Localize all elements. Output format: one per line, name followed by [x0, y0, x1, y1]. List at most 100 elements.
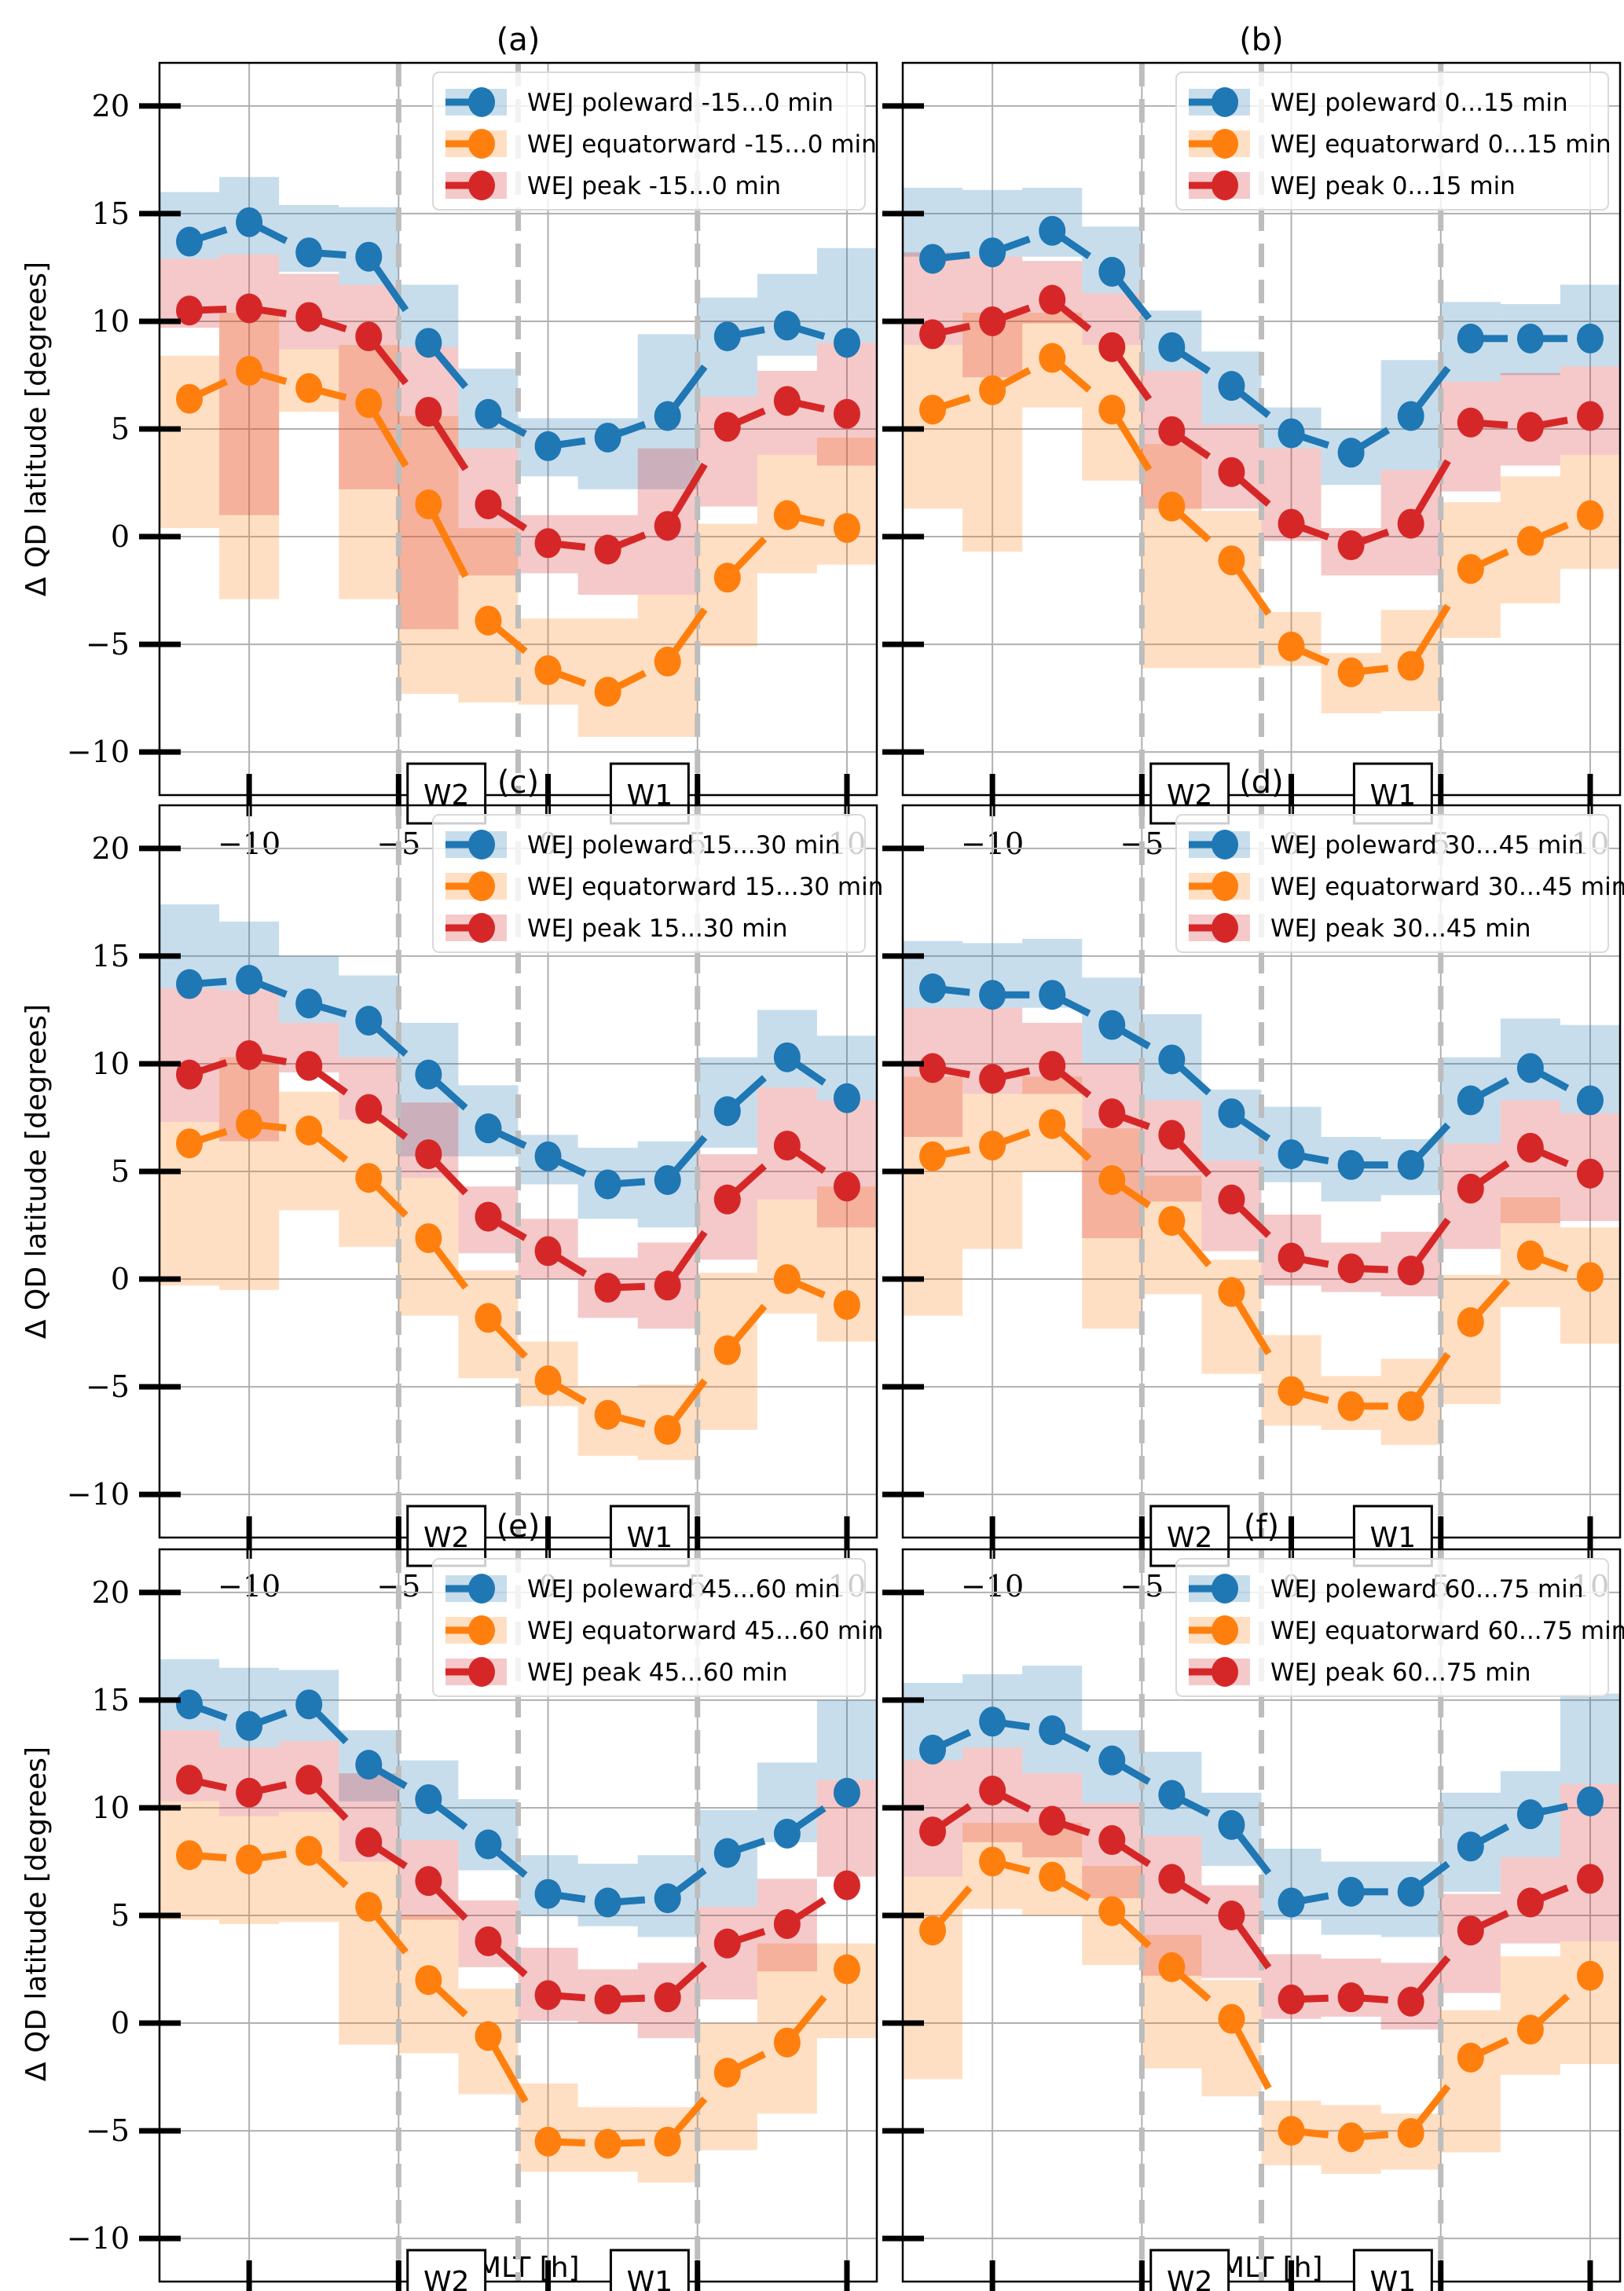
data-point	[654, 511, 681, 541]
data-point	[355, 1163, 383, 1193]
data-point	[833, 1870, 860, 1901]
data-point	[1576, 500, 1604, 530]
data-point	[1397, 508, 1424, 539]
legend-entry: WEJ peak 60...75 min	[1270, 1659, 1531, 1687]
region-box-w1	[1352, 1505, 1433, 1567]
data-point	[415, 489, 442, 519]
data-point	[1516, 1240, 1544, 1270]
data-point	[534, 528, 562, 559]
band-rect	[1142, 1100, 1202, 1202]
y-tick-label: 10	[92, 304, 130, 339]
data-point	[1098, 1098, 1126, 1128]
band-rect	[962, 1094, 1023, 1249]
data-point	[1516, 1799, 1544, 1830]
data-point	[654, 647, 681, 677]
data-point	[1218, 1901, 1245, 1930]
data-point	[979, 1776, 1006, 1806]
panel-title: (c)	[497, 764, 539, 801]
data-point	[534, 1879, 562, 1909]
band-rect	[1440, 2010, 1501, 2153]
data-point	[713, 1096, 741, 1127]
legend: WEJ poleward 15...30 min WEJ equatorward …	[432, 814, 883, 953]
data-point	[919, 1816, 947, 1847]
data-point	[594, 1399, 621, 1430]
data-point	[1457, 323, 1484, 354]
data-point	[1576, 1864, 1604, 1894]
band-rect	[1201, 1259, 1262, 1374]
data-point	[654, 1270, 681, 1301]
data-point	[594, 676, 621, 707]
data-point	[1098, 332, 1126, 362]
series-peak	[919, 1776, 1604, 2017]
legend-frame	[432, 814, 866, 953]
legend-entry: WEJ peak 0...15 min	[1270, 172, 1516, 200]
legend-entry: WEJ poleward 45...60 min	[527, 1575, 840, 1604]
legend-marker	[1212, 1574, 1238, 1604]
data-point	[1576, 1786, 1604, 1816]
band-rect	[1142, 444, 1202, 669]
data-point	[1278, 418, 1305, 449]
data-point	[355, 1892, 383, 1923]
data-point	[236, 965, 263, 995]
y-tick-label: 5	[111, 412, 130, 446]
data-point	[415, 397, 442, 427]
data-point	[236, 293, 263, 324]
legend-marker	[468, 871, 495, 901]
band-rect	[398, 346, 459, 629]
data-point	[979, 1064, 1006, 1094]
region-box-w2	[1149, 2249, 1230, 2291]
region-label-w2: W2	[1167, 2266, 1213, 2291]
data-point	[415, 1965, 442, 1996]
plot-area	[903, 1549, 1620, 2282]
series-poleward	[176, 965, 860, 1200]
data-point	[295, 302, 323, 332]
band-rect	[339, 284, 399, 489]
data-point	[1278, 1242, 1305, 1273]
data-point	[1397, 1986, 1424, 2017]
region-box-w2	[1149, 1505, 1230, 1567]
legend-entry: WEJ equatorward 0...15 min	[1270, 130, 1611, 159]
legend-marker	[1212, 1657, 1238, 1687]
data-point	[773, 386, 801, 416]
series-equatorward	[176, 1835, 860, 2159]
panel-title: (e)	[497, 1508, 541, 1545]
data-point	[1158, 332, 1186, 362]
data-point	[833, 1083, 860, 1113]
region-label-w1: W1	[1370, 779, 1417, 812]
data-point	[773, 1818, 801, 1849]
data-point	[355, 321, 383, 352]
data-point	[1397, 1391, 1424, 1421]
data-point	[295, 1689, 323, 1720]
data-point	[594, 2128, 621, 2159]
region-label-w1: W1	[627, 779, 673, 812]
y-tick-label: 20	[92, 1575, 130, 1610]
series-peak	[919, 284, 1604, 561]
y-tick-label: 15	[92, 196, 130, 231]
band-peak	[159, 988, 877, 1329]
band-rect	[1560, 1693, 1620, 1784]
data-point	[713, 1928, 741, 1959]
legend-entry: WEJ peak -15...0 min	[527, 172, 781, 200]
plot-area	[903, 63, 1620, 795]
panel-title: (b)	[1239, 22, 1284, 58]
series-equatorward	[919, 1846, 1604, 2153]
data-point	[295, 372, 323, 403]
data-point	[1098, 394, 1126, 425]
data-point	[236, 1039, 263, 1070]
data-point	[295, 988, 323, 1019]
data-point	[1158, 1952, 1186, 1982]
y-tick-label: 10	[92, 1791, 130, 1825]
data-point	[979, 1846, 1006, 1877]
region-label-w1: W1	[627, 2266, 673, 2291]
data-point	[475, 1829, 502, 1860]
legend-frame	[1175, 71, 1609, 211]
data-point	[833, 513, 860, 544]
legend-marker	[468, 1615, 495, 1645]
data-point	[1457, 2042, 1484, 2073]
data-point	[475, 605, 502, 636]
series-equatorward	[176, 1109, 860, 1445]
data-point	[1397, 1255, 1424, 1286]
data-point	[1576, 401, 1604, 431]
data-point	[1218, 1277, 1245, 1307]
